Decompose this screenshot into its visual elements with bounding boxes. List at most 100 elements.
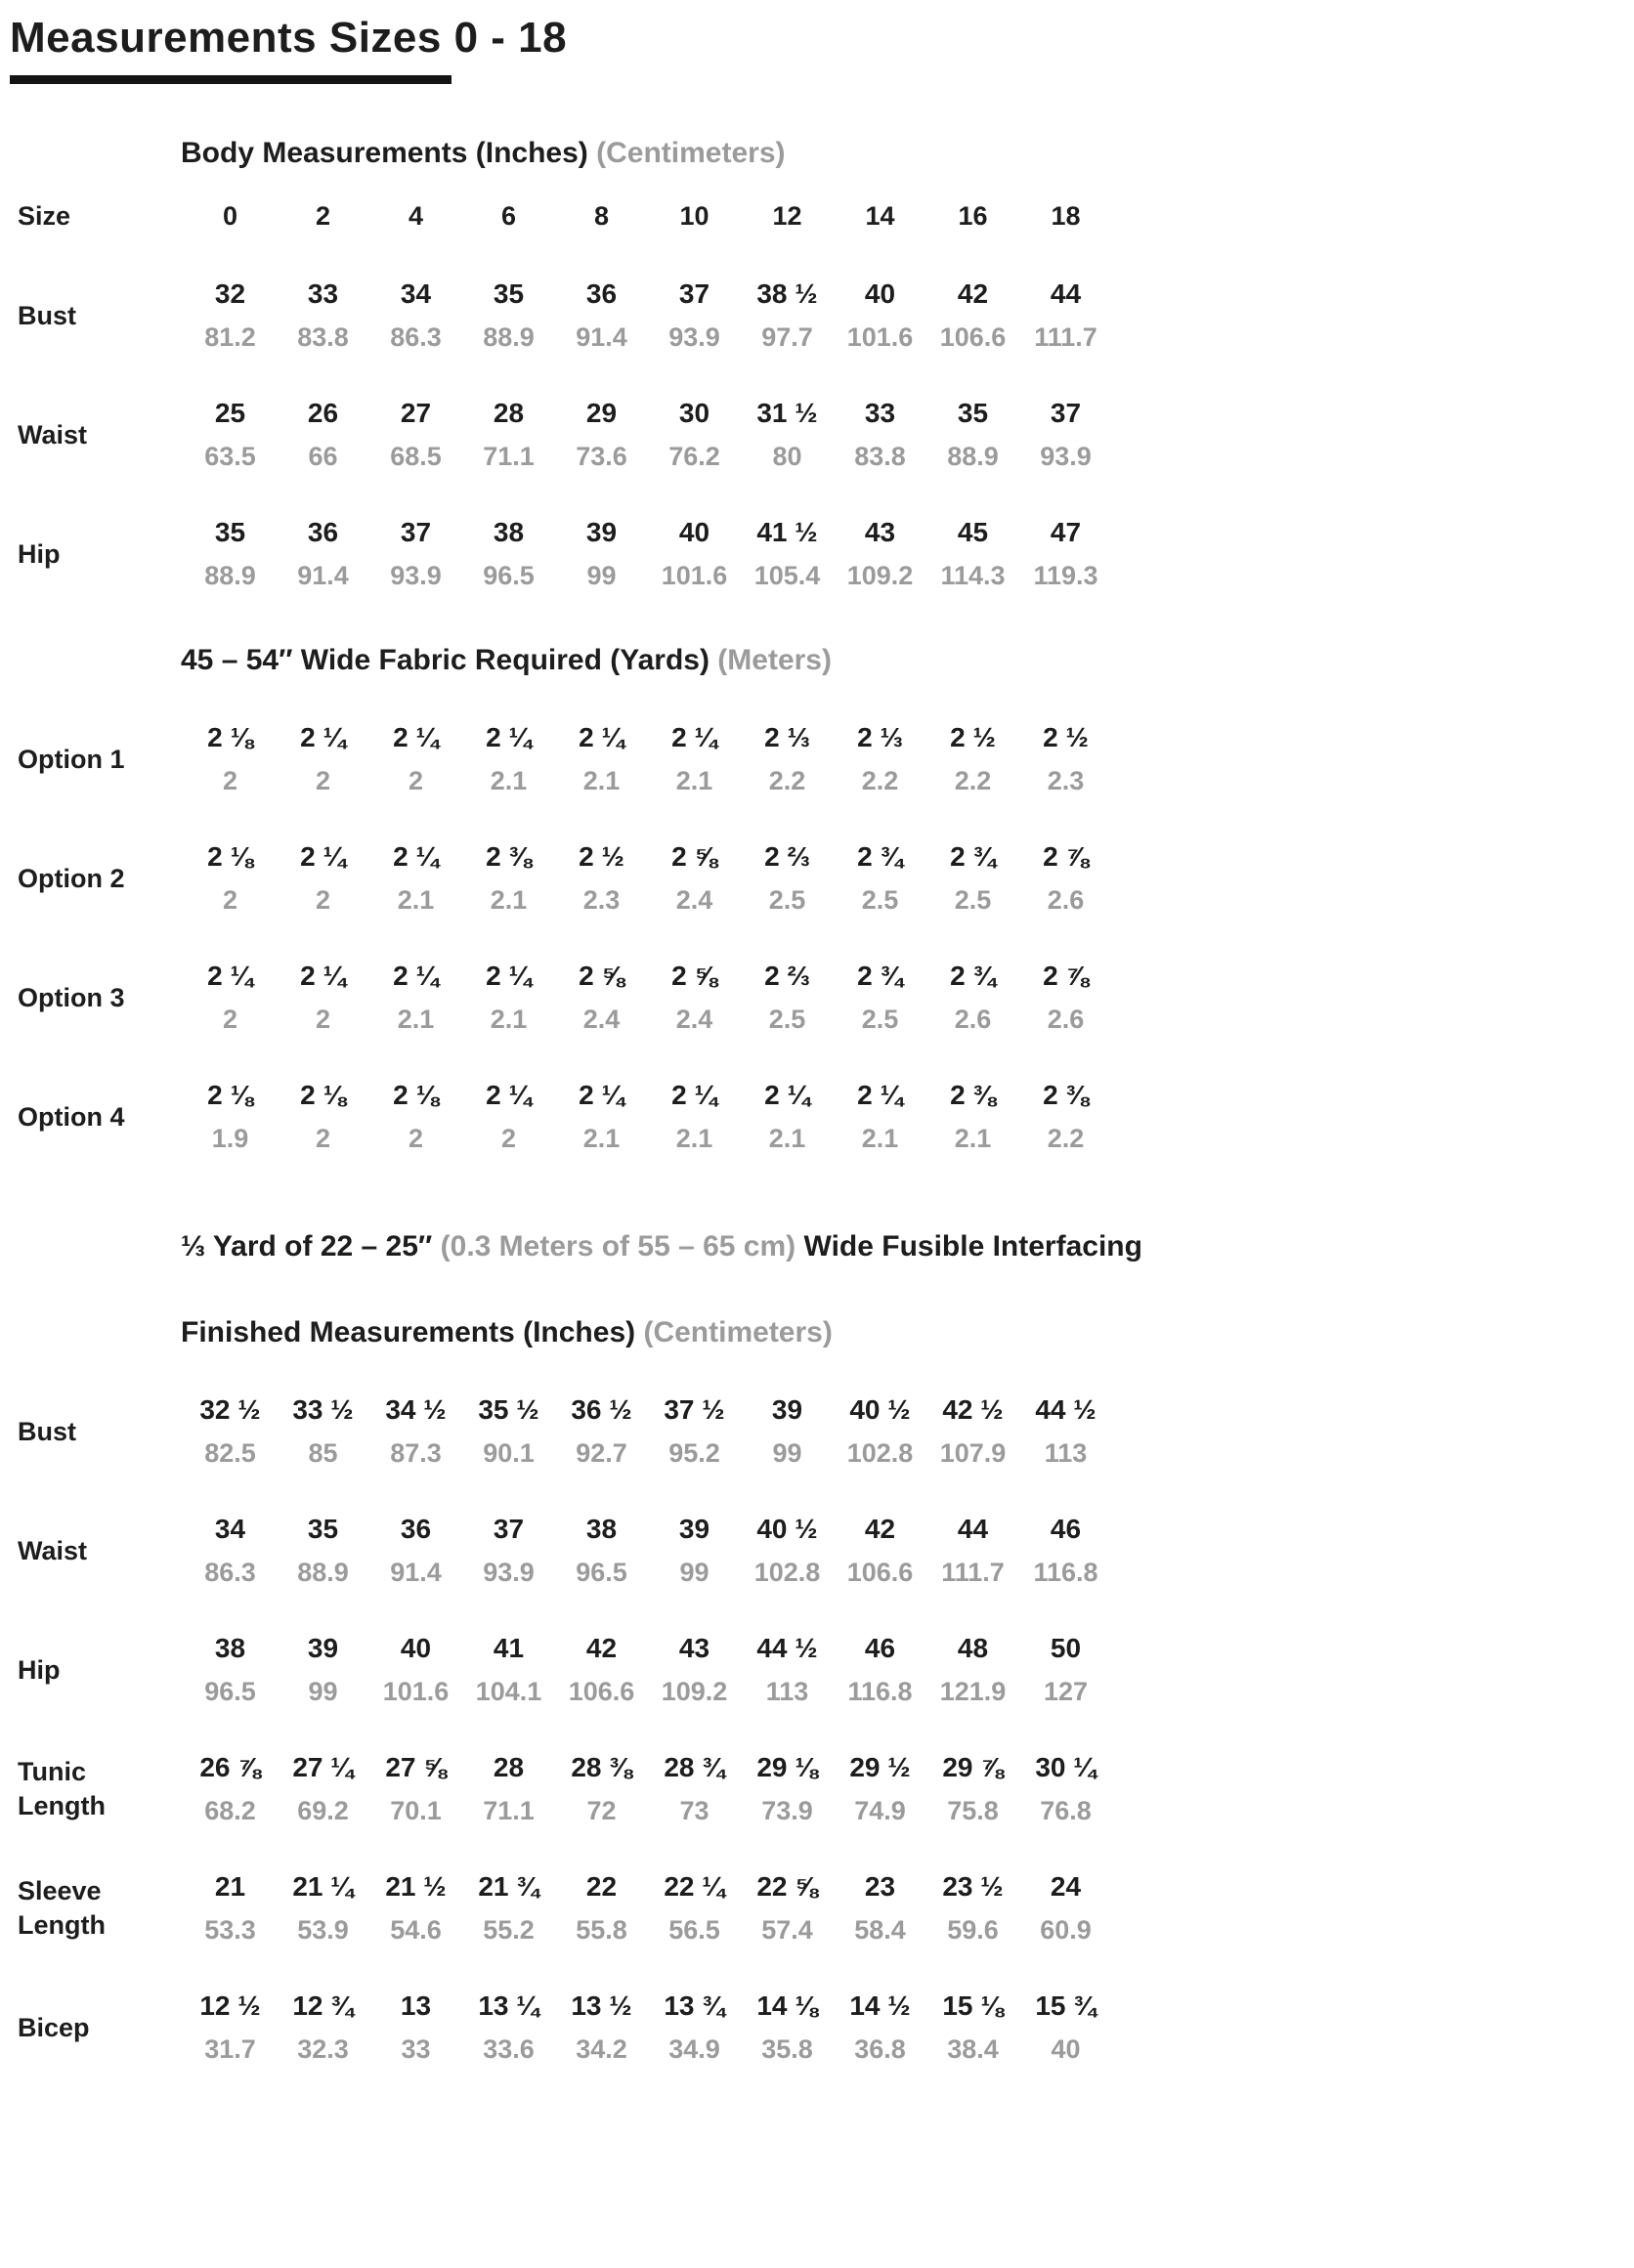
value-centimeters: 2 [315,1124,331,1154]
value-inches: 42 ½ [942,1394,1004,1426]
value-centimeters: 2.1 [768,1124,806,1154]
row-label: Option 3 [18,982,125,1012]
measurement-cell: 36 91.4 [277,517,369,591]
value-centimeters: 69.2 [297,1796,349,1826]
value-centimeters: 70.1 [390,1796,442,1826]
value-centimeters: 2 [315,885,331,916]
value-centimeters: 2.6 [954,1005,992,1035]
value-centimeters: 93.9 [668,322,720,353]
value-inches: 2 ½ [950,722,996,753]
value-inches: 29 ⅛ [756,1752,818,1783]
row-label: Waist [18,1535,88,1565]
measurement-chart-page: Measurements Sizes 0 - 18 Body Measureme… [10,14,1634,2065]
measurement-cell: 14 ⅛ 35.8 [741,1990,834,2065]
value-inches: 2 ¼ [300,841,346,873]
value-inches: 2 ¾ [857,841,903,873]
heading-finished-inches: Finished Measurements (Inches) [181,1316,636,1349]
measurement-cell: 2 ⅓ 2.2 [741,722,834,796]
value-inches: 37 [1050,398,1082,429]
measurement-cell: 29 ½ 74.9 [834,1752,926,1826]
value-centimeters: 2.4 [675,885,713,916]
row-label: Sleeve Length [18,1876,106,1941]
value-centimeters: 91.4 [297,561,349,591]
value-inches: 15 ⅛ [942,1990,1004,2022]
measurement-cell: 44 ½ 113 [1019,1394,1112,1469]
row-label: Tunic Length [18,1757,106,1821]
value-centimeters: 121.9 [939,1677,1007,1707]
measurement-cell: 42 106.6 [926,278,1019,353]
body-measurements-section: Body Measurements (Inches) (Centimeters)… [10,137,1634,591]
value-centimeters: 93.9 [390,561,442,591]
value-inches: 28 ⅜ [571,1752,632,1783]
value-centimeters: 63.5 [204,442,256,472]
measurement-cell: 12 ¾ 32.3 [277,1990,369,2065]
size-cell: 8 [555,201,648,232]
value-inches: 14 ⅛ [756,1990,818,2022]
measurement-row: Sleeve Length 21 53.3 21 ¼ 53.9 21 ½ 54.6 21 ¾ 5… [10,1871,1634,1946]
measurement-cell: 35 ½ 90.1 [462,1394,555,1469]
measurement-cell: 2 ⅝ 2.4 [648,961,741,1035]
measurement-cell: 22 ⅝ 57.4 [741,1871,834,1946]
row-cells: 38 96.5 39 99 40 101.6 41 104.1 42 106.6 43 109.2 44… [184,1633,1112,1707]
measurement-cell: 2 ¼ 2.1 [369,961,462,1035]
value-centimeters: 2 [222,766,238,796]
value-centimeters: 102.8 [753,1558,821,1588]
page-title: Measurements Sizes 0 - 18 [10,14,568,62]
value-inches: 2 ⅛ [207,722,253,753]
value-centimeters: 109.2 [846,561,914,591]
body-measurement-rows: Bust 32 81.2 33 83.8 34 86.3 35 88.9 36 91.4 37 93.9… [10,278,1634,591]
value-centimeters: 88.9 [483,322,535,353]
measurement-cell: 34 ½ 87.3 [369,1394,462,1469]
measurement-cell: 2 ½ 2.3 [1019,722,1112,796]
measurement-cell: 39 99 [555,517,648,591]
value-centimeters: 83.8 [297,322,349,353]
value-centimeters: 59.6 [947,1915,999,1946]
value-inches: 2 ⅞ [1043,841,1089,873]
value-inches: 2 ⅛ [300,1080,346,1111]
measurement-cell: 36 ½ 92.7 [555,1394,648,1469]
size-value: 12 [772,201,802,232]
measurement-cell: 46 116.8 [1019,1514,1112,1588]
value-inches: 37 ½ [664,1394,725,1426]
value-centimeters: 97.7 [761,322,813,353]
value-centimeters: 2 [222,1005,238,1035]
value-centimeters: 33.6 [483,2034,535,2065]
value-centimeters: 101.6 [661,561,728,591]
measurement-cell: 24 60.9 [1019,1871,1112,1946]
value-inches: 35 [957,398,989,429]
measurement-row: Bicep 12 ½ 31.7 12 ¾ 32.3 13 33 13 ¼ 33.6 13 ½ 34.… [10,1990,1634,2065]
measurement-cell: 25 63.5 [184,398,277,472]
size-value: 4 [408,201,424,232]
value-centimeters: 88.9 [297,1558,349,1588]
size-cell: 2 [277,201,369,232]
value-inches: 2 ½ [579,841,624,873]
measurement-cell: 2 ¼ 2.1 [462,961,555,1035]
value-inches: 38 [585,1514,618,1545]
size-value: 2 [315,201,331,232]
value-centimeters: 99 [586,561,617,591]
value-inches: 21 ½ [385,1871,447,1903]
measurement-cell: 44 111.7 [1019,278,1112,353]
value-inches: 2 ¼ [579,722,624,753]
interfacing-note: ⅓ Yard of 22 – 25″ (0.3 Meters of 55 – 6… [181,1230,1634,1263]
value-centimeters: 76.8 [1040,1796,1092,1826]
value-centimeters: 116.8 [1033,1558,1098,1588]
size-value: 14 [865,201,895,232]
value-inches: 2 ¼ [393,961,439,992]
value-inches: 26 ⅞ [199,1752,261,1783]
value-centimeters: 35.8 [761,2034,813,2065]
measurement-cell: 45 114.3 [926,517,1019,591]
finished-measurement-rows: Bust 32 ½ 82.5 33 ½ 85 34 ½ 87.3 35 ½ 90.1 36 ½ 92… [10,1394,1634,2065]
value-inches: 28 [493,1752,525,1783]
value-inches: 14 ½ [849,1990,911,2022]
finished-measurements-heading: Finished Measurements (Inches) (Centimet… [181,1316,1634,1349]
measurement-cell: 2 ⅜ 2.2 [1019,1080,1112,1154]
value-centimeters: 2.5 [954,885,992,916]
size-value: 0 [222,201,238,232]
value-inches: 35 ½ [478,1394,539,1426]
measurement-cell: 41 104.1 [462,1633,555,1707]
value-inches: 2 ⅜ [486,841,532,873]
